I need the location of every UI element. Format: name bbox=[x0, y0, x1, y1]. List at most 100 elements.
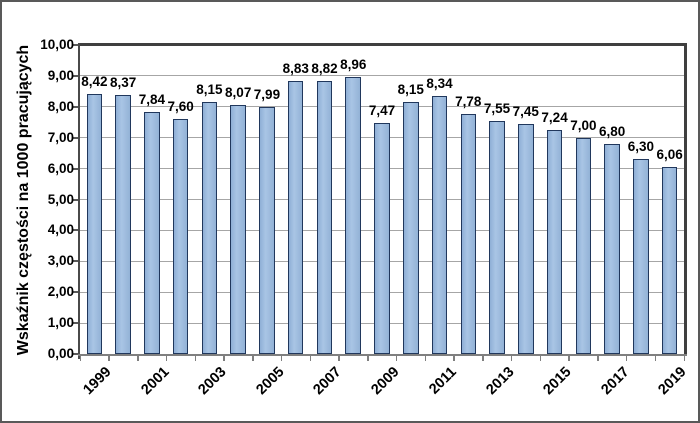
y-tick-label: 5,00 bbox=[47, 191, 74, 207]
x-tick-mark bbox=[597, 356, 599, 361]
y-tick-mark bbox=[72, 44, 78, 46]
bar-value-label: 7,24 bbox=[541, 110, 568, 126]
bar bbox=[316, 81, 333, 354]
x-tick-mark bbox=[424, 356, 427, 361]
bar-value-label: 7,55 bbox=[483, 100, 511, 116]
bar bbox=[86, 93, 103, 354]
y-tick-label: 1,00 bbox=[47, 315, 74, 331]
y-tick-label: 9,00 bbox=[47, 67, 74, 83]
x-tick-label: 2015 bbox=[540, 364, 575, 399]
y-tick-mark bbox=[72, 198, 78, 201]
y-tick-mark bbox=[72, 260, 78, 263]
gridline bbox=[80, 75, 684, 77]
x-tick-mark bbox=[252, 356, 254, 361]
bar-value-label: 8,34 bbox=[426, 76, 453, 92]
x-tick-mark bbox=[568, 356, 570, 361]
x-tick-mark bbox=[280, 356, 283, 361]
bar-value-label: 8,37 bbox=[110, 75, 137, 91]
x-tick-mark bbox=[539, 356, 542, 361]
bar bbox=[345, 77, 361, 354]
bar-value-label: 8,83 bbox=[282, 61, 309, 77]
y-tick-mark bbox=[72, 353, 78, 355]
bar bbox=[287, 81, 304, 354]
bar bbox=[374, 123, 390, 354]
bar-value-label: 8,15 bbox=[196, 82, 223, 98]
bar-value-label: 6,30 bbox=[627, 139, 654, 155]
bar-value-label: 8,42 bbox=[81, 73, 108, 89]
y-tick-label: 2,00 bbox=[47, 284, 74, 300]
bar bbox=[144, 111, 160, 354]
y-tick-mark bbox=[72, 229, 78, 232]
bar-value-label: 8,15 bbox=[397, 82, 424, 98]
bar bbox=[546, 130, 563, 354]
x-tick-mark bbox=[137, 356, 139, 361]
bar-value-label: 8,96 bbox=[340, 57, 367, 73]
bar-value-label: 6,06 bbox=[656, 146, 683, 162]
x-tick-label: 2007 bbox=[310, 364, 345, 399]
x-tick-label: 2005 bbox=[253, 364, 288, 399]
bar bbox=[604, 143, 620, 354]
plot-border-right bbox=[684, 43, 687, 356]
x-tick-label: 2013 bbox=[483, 364, 518, 399]
x-tick-mark bbox=[453, 356, 455, 361]
bar-value-label: 7,99 bbox=[253, 87, 281, 103]
x-tick-mark bbox=[654, 356, 657, 361]
x-tick-mark bbox=[338, 356, 340, 361]
y-tick-mark bbox=[72, 74, 78, 77]
y-tick-label: 8,00 bbox=[47, 98, 74, 114]
y-tick-mark bbox=[72, 105, 78, 108]
x-tick-label: 2011 bbox=[426, 364, 460, 398]
y-tick-mark bbox=[72, 322, 78, 325]
bar bbox=[460, 113, 477, 354]
y-tick-mark bbox=[72, 136, 78, 139]
bar-value-label: 8,07 bbox=[225, 84, 252, 100]
bar bbox=[201, 102, 218, 354]
bar-value-label: 7,47 bbox=[368, 103, 396, 119]
bar bbox=[172, 119, 189, 354]
x-tick-mark bbox=[223, 356, 225, 361]
bar bbox=[230, 104, 246, 354]
y-tick-label: 10,00 bbox=[40, 37, 74, 52]
bar bbox=[431, 96, 448, 354]
y-tick-label: 4,00 bbox=[47, 222, 74, 238]
x-tick-mark bbox=[510, 356, 513, 361]
x-tick-label: 2003 bbox=[195, 364, 230, 399]
x-tick-label: 2019 bbox=[655, 364, 690, 399]
y-tick-label: 7,00 bbox=[47, 129, 74, 145]
x-tick-mark bbox=[165, 356, 168, 361]
plot-area bbox=[80, 45, 684, 354]
x-tick-label: 2009 bbox=[368, 364, 403, 399]
x-tick-mark bbox=[625, 356, 628, 361]
x-axis-line bbox=[78, 354, 687, 356]
x-tick-mark bbox=[683, 356, 685, 361]
bar-value-label: 6,80 bbox=[598, 123, 626, 139]
x-tick-label: 2001 bbox=[138, 364, 173, 399]
bar-value-label: 7,00 bbox=[570, 117, 597, 133]
bar bbox=[403, 102, 419, 354]
bar bbox=[575, 137, 592, 354]
bar-value-label: 7,84 bbox=[138, 91, 166, 107]
x-tick-mark bbox=[367, 356, 369, 361]
x-tick-mark bbox=[309, 356, 312, 361]
y-tick-mark bbox=[72, 167, 78, 170]
bar bbox=[115, 95, 131, 354]
x-tick-mark bbox=[194, 356, 197, 361]
bar bbox=[489, 120, 505, 354]
plot-border-top bbox=[78, 43, 687, 46]
gridline bbox=[80, 106, 684, 108]
bar bbox=[633, 159, 649, 354]
bar-value-label: 7,60 bbox=[167, 99, 194, 115]
x-tick-mark bbox=[79, 356, 81, 361]
x-tick-label: 1999 bbox=[80, 364, 115, 399]
bar bbox=[661, 166, 678, 354]
bar bbox=[518, 123, 534, 354]
bar-value-label: 7,45 bbox=[512, 103, 539, 119]
y-tick-mark bbox=[72, 291, 78, 294]
x-tick-mark bbox=[395, 356, 398, 361]
y-axis-line bbox=[78, 43, 80, 359]
bar bbox=[259, 107, 275, 354]
x-tick-mark bbox=[482, 356, 484, 361]
y-tick-label: 6,00 bbox=[47, 160, 74, 176]
x-tick-label: 2017 bbox=[598, 364, 633, 399]
